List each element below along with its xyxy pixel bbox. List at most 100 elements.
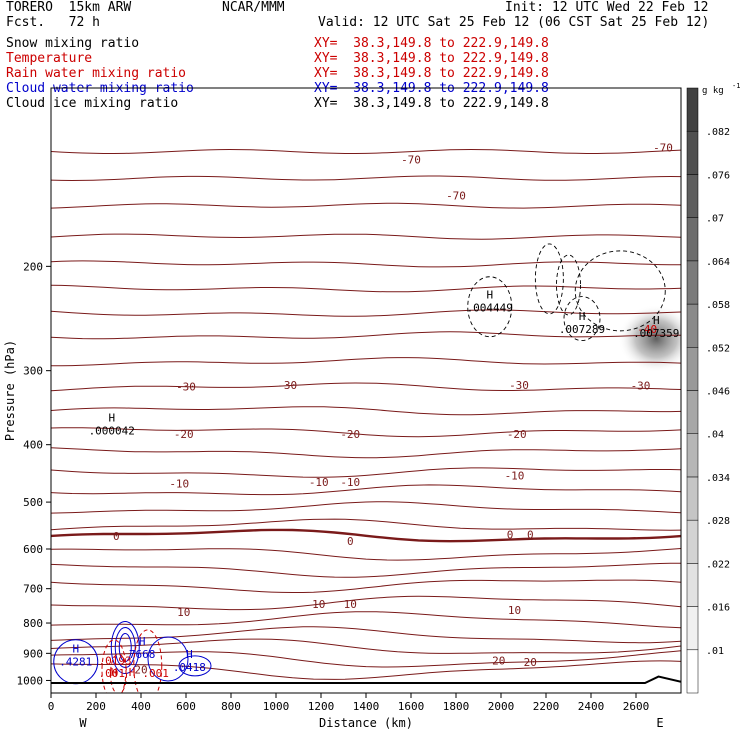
x-tick-label: 600	[176, 700, 196, 713]
colorbar-unit: g kg	[702, 86, 724, 96]
isotherm	[51, 331, 681, 340]
org-label: NCAR/MMM	[222, 0, 285, 15]
colorbar-segment	[686, 433, 699, 478]
temperature-label: -70	[653, 141, 673, 154]
colorbar-segment	[686, 519, 699, 564]
colorbar-tick-label: .064	[706, 257, 730, 268]
x-tick-label: 400	[131, 700, 151, 713]
cloud-ice-max-value: .007289	[559, 323, 605, 336]
x-tick-label: 0	[48, 700, 55, 713]
temperature-max-marker: H	[111, 666, 118, 679]
isotherm	[51, 406, 681, 416]
isotherm	[51, 638, 681, 654]
field-cloud-ice-name: Cloud ice mixing ratio	[6, 96, 179, 111]
colorbar-segment	[686, 260, 699, 305]
field-rain-xy: XY= 38.3,149.8 to 222.9,149.8	[314, 66, 549, 81]
temperature-label: -30	[509, 379, 529, 392]
colorbar-segment	[686, 130, 699, 175]
x-tick-label: 1400	[353, 700, 380, 713]
temperature-label: -10	[169, 477, 189, 490]
colorbar-segment	[686, 476, 699, 521]
colorbar-segment	[686, 563, 699, 607]
isotherm	[51, 233, 681, 240]
isotherm	[51, 484, 681, 496]
isotherm	[51, 595, 681, 611]
temperature-label: -40	[637, 323, 657, 336]
cloud-ice-max-value: .000042	[89, 424, 135, 437]
temperature-label: 20	[134, 663, 147, 676]
field-temperature-xy: XY= 38.3,149.8 to 222.9,149.8	[314, 51, 549, 66]
cloud-ice-max-marker: H	[108, 411, 115, 424]
x-tick-label: 2600	[623, 700, 650, 713]
x-tick-label: 1000	[263, 700, 290, 713]
field-temperature-name: Temperature	[6, 51, 93, 66]
y-tick-label: 200	[23, 260, 43, 273]
y-tick-label: 400	[23, 439, 43, 452]
cloud-water-contour	[178, 655, 212, 677]
colorbar-segment	[686, 303, 699, 348]
forecast-hour: Fcst. 72 h	[6, 15, 100, 30]
isotherm	[51, 501, 681, 514]
temperature-label: -70	[446, 190, 466, 203]
rain-water-contour	[133, 629, 163, 693]
isotherm	[51, 626, 681, 644]
isotherm	[51, 427, 681, 438]
rain-water-value: .0193	[99, 654, 132, 667]
isotherm	[51, 518, 681, 531]
y-tick-label: 300	[23, 365, 43, 378]
colorbar-tick-label: .016	[706, 603, 730, 614]
cloud-ice-contour	[574, 250, 666, 332]
field-cloud-ice-xy: XY= 38.3,149.8 to 222.9,149.8	[314, 96, 549, 111]
temperature-max-marker: H	[129, 666, 136, 679]
x-axis-label: Distance (km)	[319, 716, 413, 730]
colorbar-segment	[686, 217, 699, 262]
temperature-label: -20	[507, 428, 527, 441]
isotherm	[51, 650, 681, 668]
colorbar-segment	[686, 174, 699, 218]
east-label: E	[656, 716, 663, 730]
temperature-label: 20	[524, 656, 537, 669]
temperature-label: 0	[113, 530, 120, 543]
colorbar-tick-label: .052	[706, 343, 730, 354]
isotherm	[51, 148, 681, 154]
cloud-ice-max-value: .007359	[633, 327, 679, 340]
temperature-label: 0	[507, 528, 514, 541]
temperature-label: -30	[176, 380, 196, 393]
isotherm	[51, 467, 681, 478]
temperature-label: -20	[174, 428, 194, 441]
temperature-label: 20	[492, 655, 505, 668]
cloud-ice-max-marker: H	[579, 310, 586, 323]
terrain-line	[51, 675, 681, 685]
colorbar-tick-label: .076	[706, 170, 730, 181]
temperature-label: -20	[340, 428, 360, 441]
isotherm	[51, 660, 681, 680]
model-title: TORERO 15km ARW	[6, 0, 132, 15]
cloud-ice-max-marker: H	[653, 314, 660, 327]
temperature-label: -10	[309, 476, 329, 489]
cloud-ice-contour	[556, 254, 581, 316]
isotherm	[51, 202, 681, 209]
colorbar-tick-label: .058	[706, 300, 730, 311]
isotherm	[51, 175, 681, 182]
temperature-label: -70	[401, 153, 421, 166]
rain-water-value: .001	[99, 667, 126, 680]
colorbar-tick-label: .01	[706, 646, 724, 657]
colorbar-tick-label: .046	[706, 387, 730, 398]
x-tick-label: 2200	[533, 700, 560, 713]
rain-water-contour	[110, 653, 127, 693]
field-snow-name: Snow mixing ratio	[6, 36, 140, 51]
colorbar-tick-label: .022	[706, 559, 730, 570]
colorbar-tick-label: .034	[706, 473, 730, 484]
valid-time: Valid: 12 UTC Sat 25 Feb 12 (06 CST Sat …	[318, 15, 710, 30]
temperature-label: -10	[340, 476, 360, 489]
field-snow-xy: XY= 38.3,149.8 to 222.9,149.8	[314, 36, 549, 51]
y-tick-label: 1000	[17, 674, 44, 687]
x-tick-label: 2000	[488, 700, 515, 713]
y-tick-label: 800	[23, 617, 43, 630]
isotherm	[51, 284, 681, 293]
cloud-water-contour	[110, 621, 140, 675]
isotherm	[51, 548, 681, 561]
west-label: W	[79, 716, 87, 730]
colorbar-segment	[686, 347, 699, 391]
